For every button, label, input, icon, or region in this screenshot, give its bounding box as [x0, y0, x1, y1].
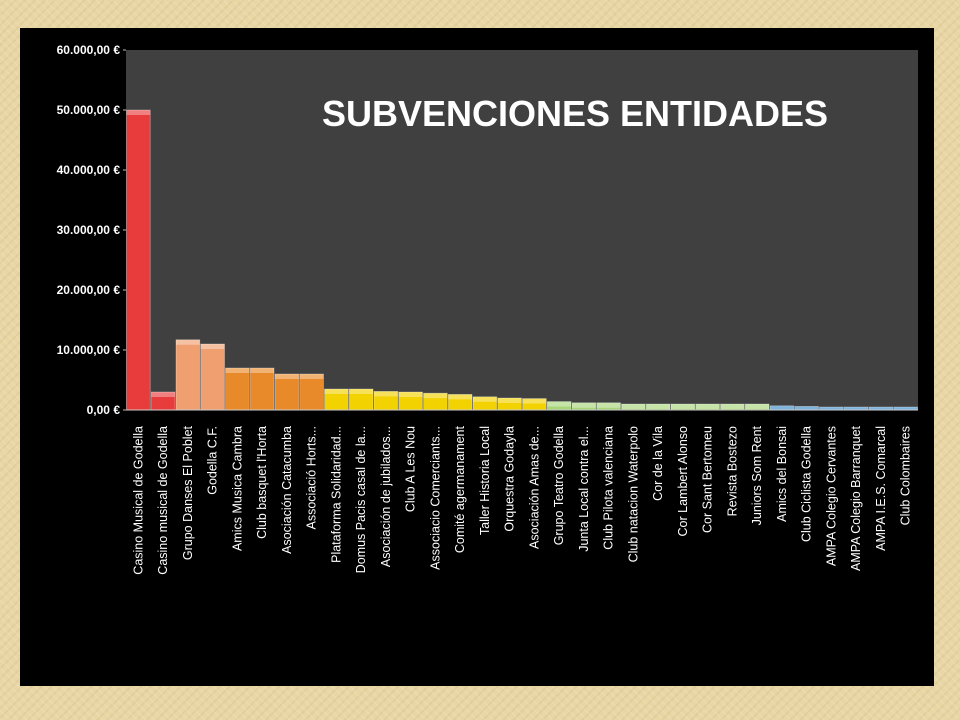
bar: [299, 373, 324, 411]
x-tick-label: Cor de la Vila: [651, 426, 665, 501]
bar-highlight: [225, 368, 250, 373]
x-tick-label: Domus Pacis casal de la...: [354, 426, 368, 573]
bar-highlight: [547, 401, 572, 407]
x-tick-label: Club A Les Nou: [404, 426, 418, 512]
x-tick-label: Plataforma Solidaridad...: [329, 426, 343, 563]
y-tick-label: 30.000,00 €: [57, 223, 121, 237]
x-tick-label: Taller Historia Local: [478, 426, 492, 535]
bar-highlight: [819, 407, 844, 410]
x-tick-label: Asociación Amas de...: [527, 426, 541, 549]
x-tick-label: Orquestra Godayla: [503, 426, 517, 532]
x-tick-label: Cor Lambert Alonso: [676, 426, 690, 537]
y-tick-label: 50.000,00 €: [57, 103, 121, 117]
bar-highlight: [299, 374, 324, 379]
bar-highlight: [522, 398, 547, 404]
bar-highlight: [844, 407, 869, 410]
bar-highlight: [720, 404, 745, 409]
y-tick-label: 20.000,00 €: [57, 283, 121, 297]
bar-highlight: [200, 344, 225, 349]
chart-frame: 0,00 € 10.000,00 € 20.000,00 € 30.000,00 € 4…: [20, 28, 934, 686]
bar-highlight: [448, 394, 473, 400]
y-tick-label: 0,00 €: [87, 403, 121, 417]
bar-highlight: [769, 405, 794, 410]
bar-highlight: [324, 389, 349, 394]
bar-highlight: [349, 389, 374, 394]
y-axis: 0,00 € 10.000,00 € 20.000,00 € 30.000,00 € 4…: [57, 43, 126, 417]
x-tick-label: Associacio Comerciants...: [428, 426, 442, 570]
bar-highlight: [274, 374, 299, 379]
bar-highlight: [695, 404, 720, 409]
bar-highlight: [621, 404, 646, 409]
bar-highlight: [175, 339, 200, 345]
bar-highlight: [596, 402, 621, 408]
bar: [200, 343, 225, 411]
x-tick-label: Asociación Catacumba: [280, 426, 294, 554]
bar: [249, 367, 275, 411]
x-tick-label: Club Pilota valenciana: [602, 426, 616, 550]
x-tick-label: Casino musical de Godella: [156, 426, 170, 575]
x-tick-label: Casino Musical de Godella: [131, 426, 145, 575]
x-tick-label: Grupo Teatro Godella: [552, 426, 566, 545]
x-tick-label: AMPA Colegio Barranquet: [849, 425, 863, 571]
bar: [274, 373, 300, 411]
bar: [225, 367, 250, 411]
x-tick-label: Amics Musica Cambra: [230, 426, 244, 551]
x-tick-label: Associació Horts...: [305, 426, 319, 530]
bar-highlight: [250, 368, 275, 373]
bar-highlight: [670, 404, 695, 409]
x-tick-label: Cor Sant Bertomeu: [701, 426, 715, 533]
bar-highlight: [126, 110, 151, 115]
bar-highlight: [497, 398, 522, 403]
x-tick-label: Comité agermanament: [453, 425, 467, 553]
y-tick-label: 10.000,00 €: [57, 343, 121, 357]
bar-highlight: [893, 407, 918, 410]
bar-highlight: [373, 391, 398, 397]
bar-highlight: [398, 392, 423, 397]
bar: [126, 109, 151, 411]
bar-highlight: [472, 396, 497, 402]
bars: [126, 109, 918, 411]
x-tick-label: Revista Bostezo: [725, 426, 739, 516]
x-tick-label: AMPA Colegio Cervantes: [824, 426, 838, 566]
bar-highlight: [151, 392, 176, 397]
x-tick-label: Juniors Som Rent: [750, 425, 764, 525]
chart-title: SUBVENCIONES ENTIDADES: [322, 93, 828, 134]
x-tick-label: Junta Local contra el...: [577, 426, 591, 552]
x-tick-label: Amics del Bonsai: [775, 426, 789, 522]
bar-highlight: [423, 393, 448, 399]
bar-chart: 0,00 € 10.000,00 € 20.000,00 € 30.000,00 € 4…: [57, 43, 918, 575]
x-tick-label: Club basquet l'Horta: [255, 426, 269, 539]
y-tick-label: 40.000,00 €: [57, 163, 121, 177]
bar-highlight: [868, 407, 893, 410]
x-tick-label: AMPA I.E.S. Comarcal: [874, 426, 888, 551]
x-tick-label: Grupo Danses El Poblet: [181, 425, 195, 560]
x-tick-label: Godella C.F.: [206, 426, 220, 495]
plot-area: [126, 50, 918, 410]
bar-highlight: [646, 404, 671, 409]
x-axis: Casino Musical de Godella Casino musical …: [131, 425, 912, 574]
x-tick-label: Asociación de jubilados...: [379, 426, 393, 567]
y-tick-label: 60.000,00 €: [57, 43, 121, 57]
bar-highlight: [571, 402, 596, 408]
x-tick-label: Club Colombaires: [899, 426, 913, 525]
bar-highlight: [794, 406, 819, 410]
bar: [175, 339, 201, 411]
bar-highlight: [745, 404, 770, 409]
x-tick-label: Club natacion Waterpolo: [626, 426, 640, 562]
x-tick-label: Club Ciclista Godella: [800, 426, 814, 542]
